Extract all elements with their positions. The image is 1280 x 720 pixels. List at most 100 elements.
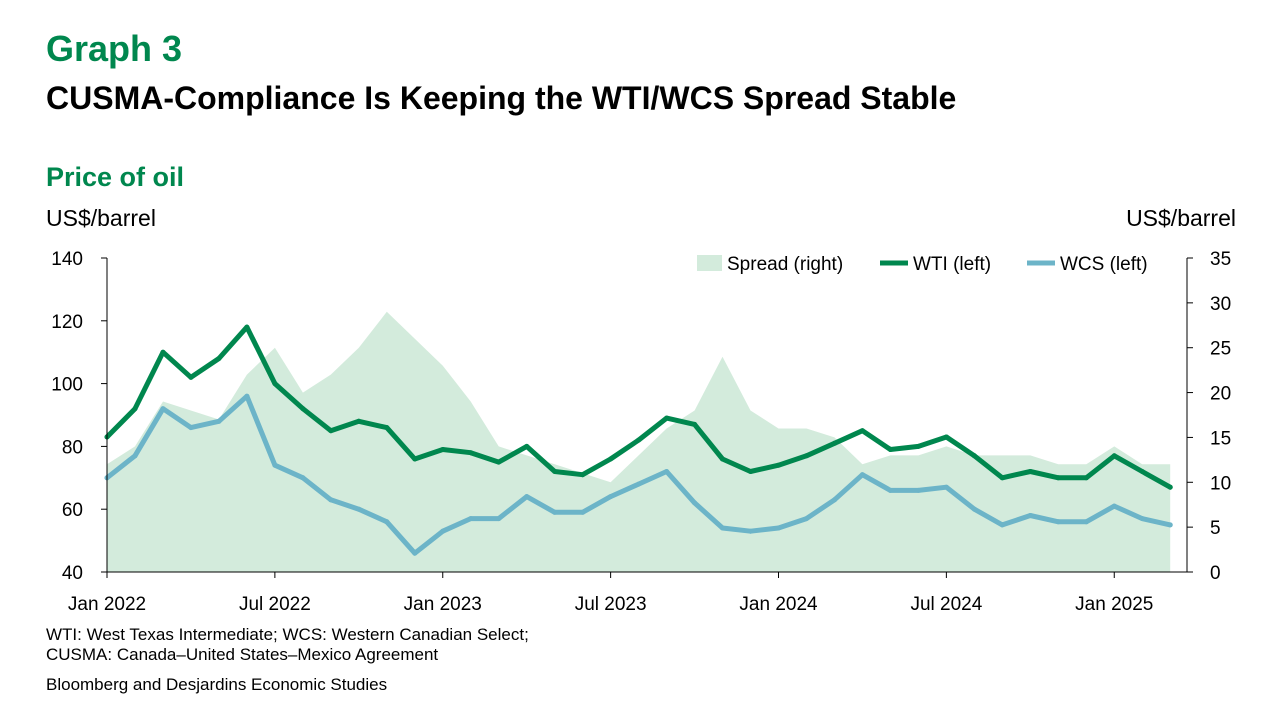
legend-spread-swatch [697,255,722,271]
wti-point [580,472,586,478]
wcs-point [776,525,781,531]
wti-point [244,324,250,330]
wcs-point [468,516,474,522]
wti-point [636,437,642,443]
wcs-point [552,509,558,515]
chart-title: CUSMA-Compliance Is Keeping the WTI/WCS … [46,80,957,116]
footnote-line-1: WTI: West Texas Intermediate; WCS: Weste… [46,625,529,644]
wcs-point [412,550,418,556]
wti-point [272,381,278,387]
wti-point [1167,484,1173,490]
wti-point [328,428,334,434]
wti-point [887,447,893,452]
wti-point [748,469,753,474]
wti-point [496,459,502,465]
wcs-point [328,497,334,503]
right-tick-label: 30 [1210,294,1231,315]
wcs-point [216,418,222,424]
wcs-point [580,509,586,515]
right-tick-label: 0 [1210,563,1221,584]
x-tick-label: Jan 2024 [739,594,818,615]
wcs-point [943,484,949,490]
x-tick-label: Jan 2023 [404,594,482,615]
wti-point [356,418,362,424]
wcs-point [915,487,921,493]
wti-point [468,450,474,456]
wti-point [1139,469,1145,474]
wcs-point [384,519,390,525]
right-tick-label: 5 [1210,518,1221,539]
wcs-point [1027,513,1033,518]
wcs-point [887,487,893,493]
wcs-point [440,528,446,534]
wti-point [608,456,614,462]
wti-point [859,428,865,434]
wti-point [300,406,306,412]
wti-point [1111,453,1117,459]
wti-point [832,440,837,446]
x-tick-label: Jan 2022 [68,594,146,615]
right-axis-unit: US$/barrel [1126,205,1236,231]
wcs-point [608,494,614,500]
wti-point [943,434,949,440]
right-tick-label: 25 [1210,339,1231,360]
x-tick-label: Jul 2024 [910,594,982,615]
wti-point [664,415,670,421]
wti-point [776,462,781,468]
legend-spread-label: Spread (right) [727,254,843,275]
left-tick-label: 140 [51,249,83,270]
wti-point [216,356,222,361]
wti-point [160,349,166,355]
wcs-point [720,525,725,531]
chart-subtitle: Price of oil [46,162,185,192]
wcs-point [1139,516,1145,522]
wcs-point [1167,522,1173,528]
wcs-point [188,425,194,431]
wcs-point [999,522,1005,528]
wcs-point [832,497,837,503]
wti-point [188,374,194,380]
wcs-point [1055,519,1061,525]
source-note: Bloomberg and Desjardins Economic Studie… [46,675,388,694]
x-tick-label: Jul 2022 [239,594,311,615]
wcs-point [272,462,278,468]
wti-point [412,456,418,462]
wti-point [440,447,446,452]
x-tick-label: Jan 2025 [1075,594,1153,615]
wti-point [1055,475,1061,481]
left-tick-label: 40 [62,563,83,584]
wcs-point [356,506,362,512]
wcs-point [1111,503,1117,509]
wcs-point [496,516,502,522]
legend-wcs-label: WCS (left) [1060,254,1148,275]
wcs-point [1083,519,1089,525]
right-tick-label: 35 [1210,249,1231,270]
wcs-point [971,506,977,512]
right-tick-label: 15 [1210,428,1231,449]
wcs-point [859,472,865,478]
wti-point [692,421,698,427]
wti-point [1027,469,1033,474]
wcs-point [636,481,642,487]
wcs-point [664,469,670,474]
wti-point [804,453,809,459]
wti-point [971,453,977,459]
wcs-point [160,406,166,412]
legend-wti-label: WTI (left) [913,254,991,275]
x-tick-label: Jul 2023 [575,594,647,615]
wcs-point [692,500,698,506]
wti-point [552,469,558,474]
wti-point [384,425,390,431]
wti-point [720,456,725,462]
wti-point [915,443,921,449]
wti-point [1083,475,1089,481]
left-tick-label: 60 [62,500,83,521]
wti-point [524,443,530,449]
left-tick-label: 120 [51,312,83,333]
graph-number: Graph 3 [46,28,183,69]
right-tick-label: 10 [1210,473,1231,494]
footnote-line-2: CUSMA: Canada–United States–Mexico Agree… [46,645,439,664]
left-tick-label: 80 [62,437,83,458]
right-tick-label: 20 [1210,384,1231,405]
